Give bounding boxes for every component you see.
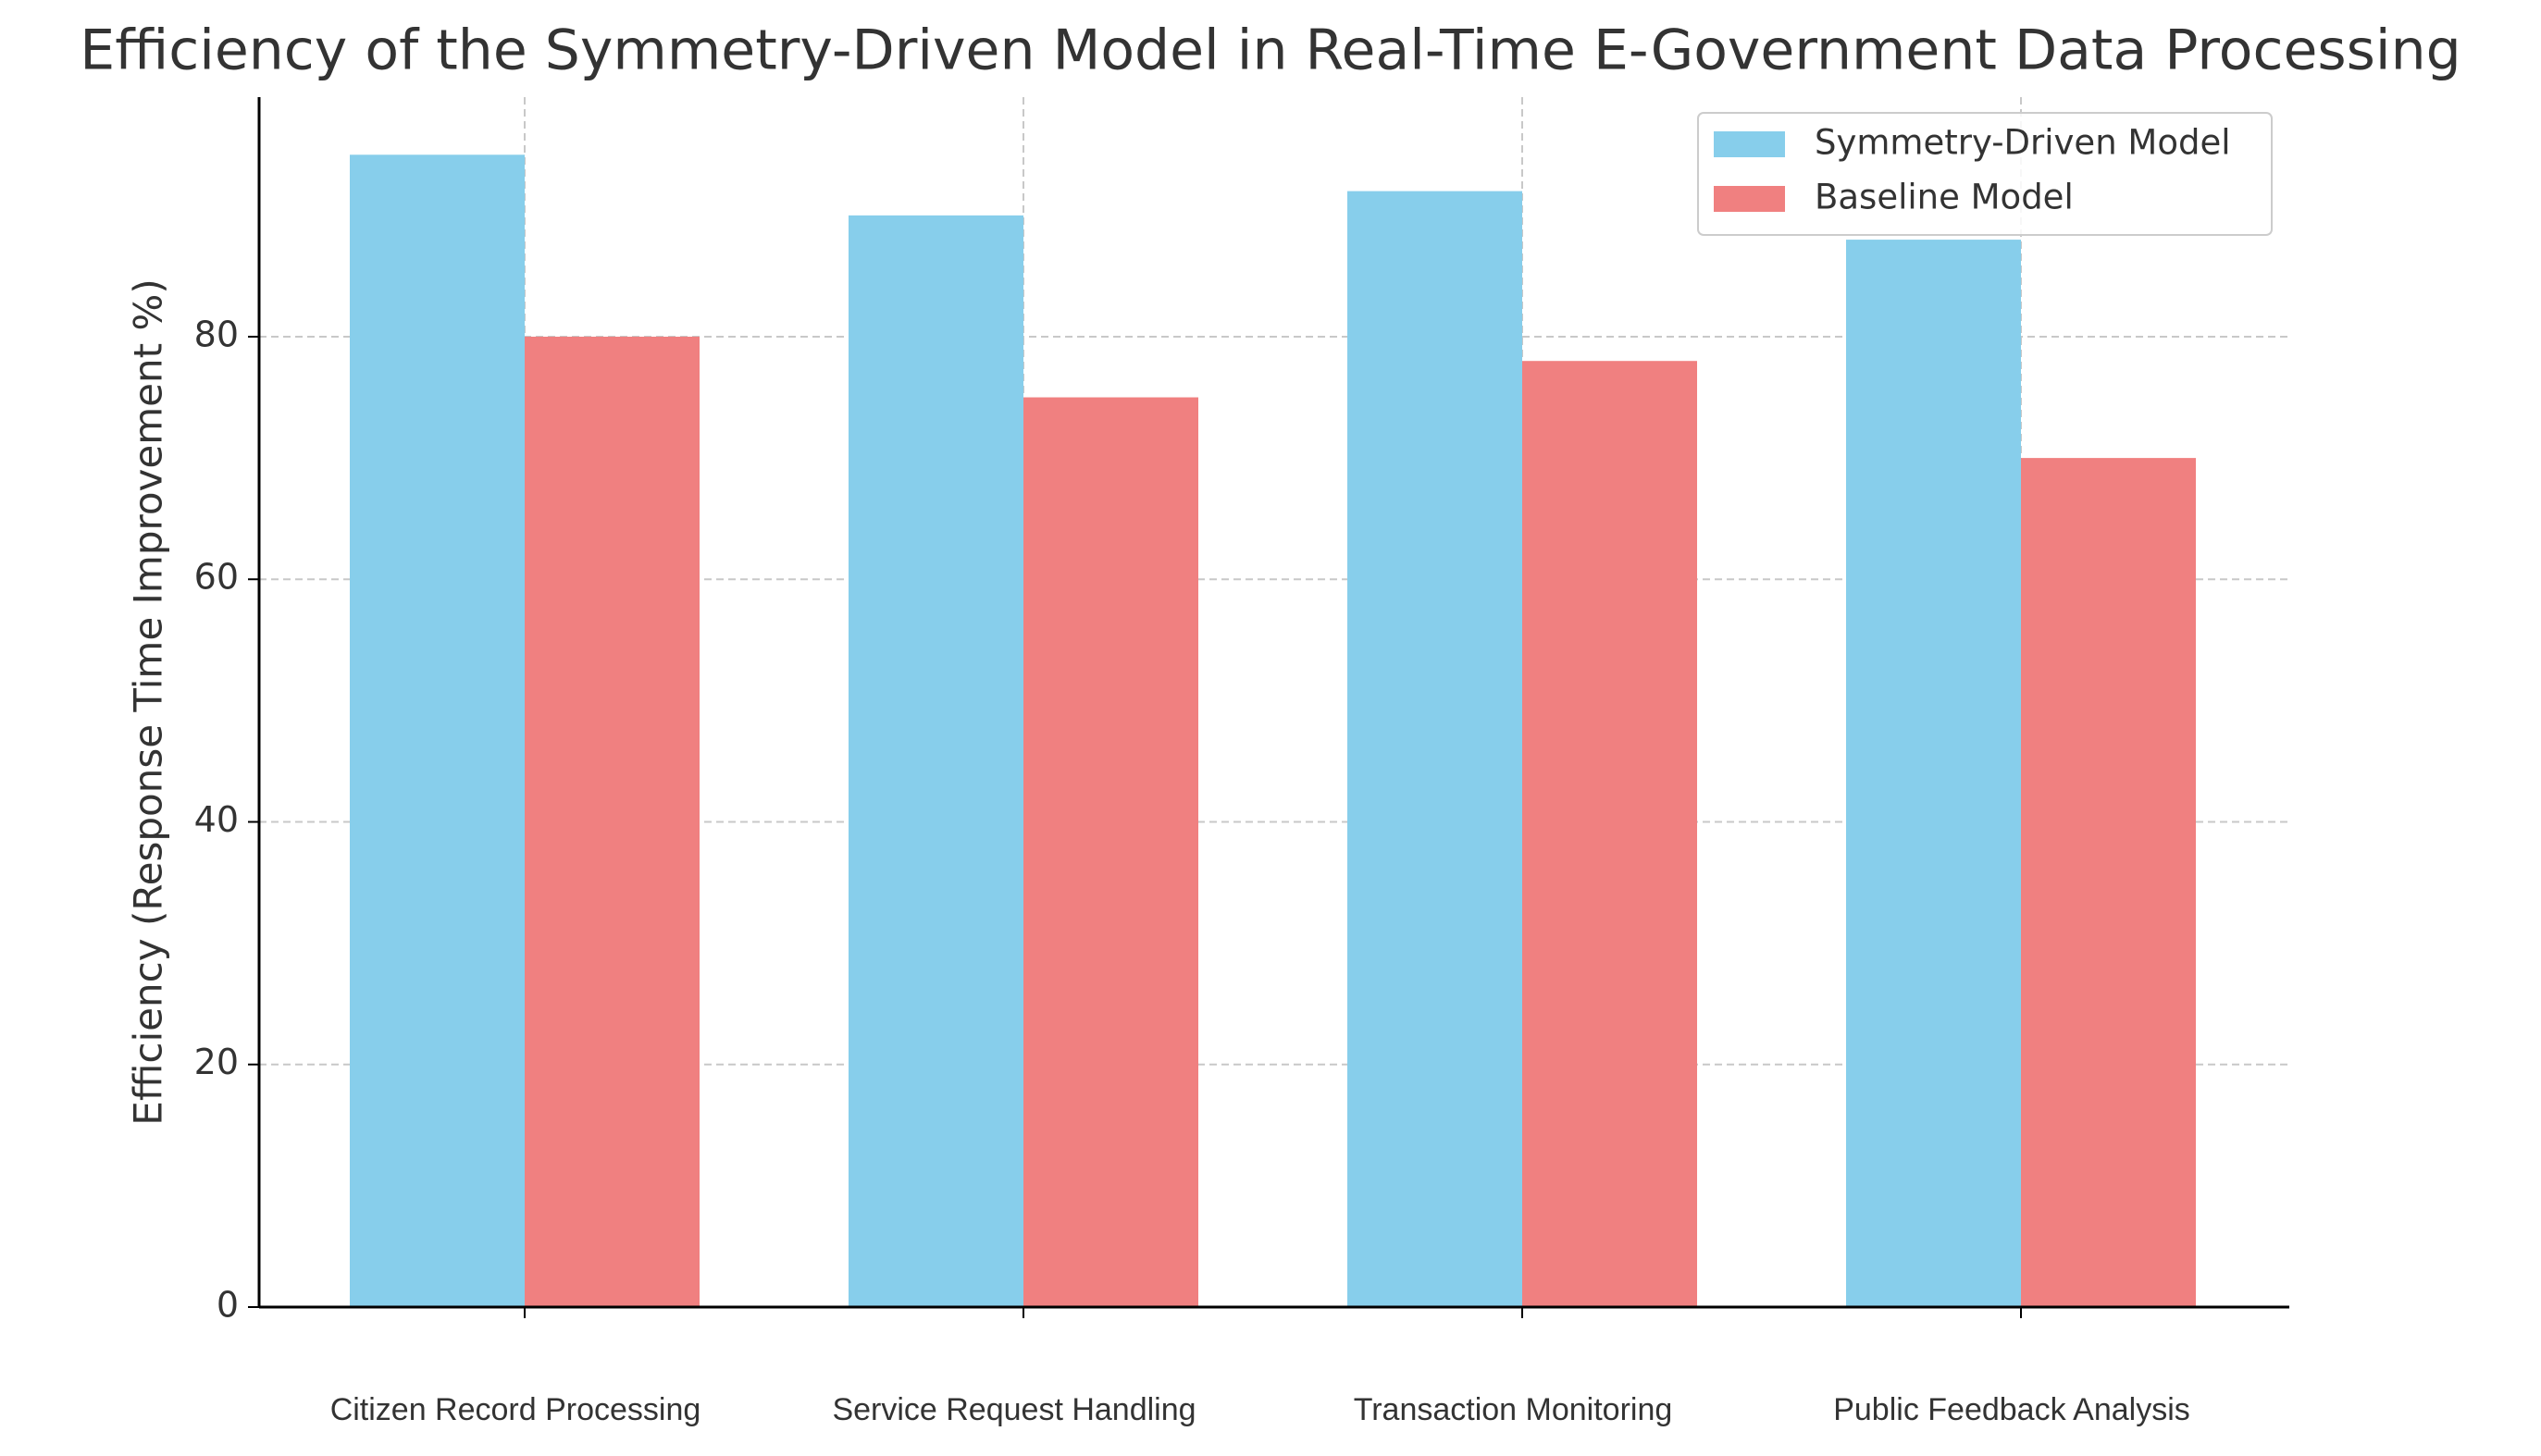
bar <box>1846 240 2021 1307</box>
y-tick-label: 40 <box>194 799 239 840</box>
legend-swatch <box>1714 131 1785 157</box>
chart-title: Efficiency of the Symmetry-Driven Model … <box>80 19 2460 83</box>
y-axis-label: Efficiency (Response Time Improvement %) <box>126 278 171 1125</box>
legend-swatch <box>1714 186 1785 212</box>
y-tick-label: 0 <box>217 1285 239 1326</box>
legend-label: Symmetry-Driven Model <box>1815 123 2231 163</box>
x-tick-label: Service Request Handling <box>832 1392 1196 1427</box>
x-tick-label: Public Feedback Analysis <box>1833 1392 2190 1427</box>
y-tick-label: 60 <box>194 557 239 598</box>
legend-box <box>1697 112 2273 236</box>
bar <box>1347 191 1522 1308</box>
bar <box>525 336 700 1308</box>
bar <box>350 154 525 1307</box>
bar <box>849 215 1023 1308</box>
y-tick-label: 20 <box>194 1042 239 1082</box>
bar <box>1023 397 1198 1307</box>
x-tick-label: Citizen Record Processing <box>330 1392 701 1427</box>
y-tick-label: 80 <box>194 314 239 354</box>
x-tick-label: Transaction Monitoring <box>1354 1392 1673 1427</box>
legend-label: Baseline Model <box>1815 178 2074 217</box>
bar <box>1522 361 1697 1307</box>
legend: Symmetry-Driven Model Baseline Model <box>1697 112 2273 236</box>
bar <box>2021 458 2196 1308</box>
